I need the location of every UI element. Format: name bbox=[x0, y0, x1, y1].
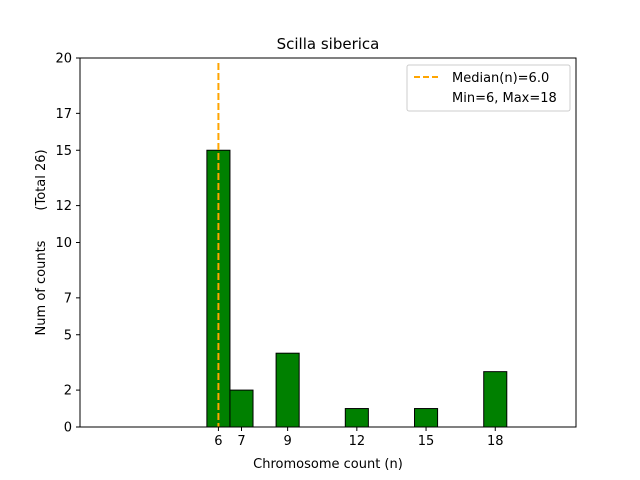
y-tick-label-2: 2 bbox=[64, 384, 72, 399]
x-tick-label-12: 12 bbox=[349, 434, 366, 449]
x-tick-label-18: 18 bbox=[487, 434, 504, 449]
y-tick-label-10: 10 bbox=[55, 236, 72, 251]
y-tick-label-0: 0 bbox=[64, 421, 72, 436]
y-tick-label-5: 5 bbox=[64, 328, 72, 343]
legend-median-label: Median(n)=6.0 bbox=[452, 71, 549, 86]
bar-n-12 bbox=[344, 408, 369, 428]
x-tick-label-15: 15 bbox=[418, 434, 435, 449]
x-tick-label-9: 9 bbox=[283, 434, 291, 449]
y-tick-label-15: 15 bbox=[55, 144, 72, 159]
y-tick-label-7: 7 bbox=[64, 291, 72, 306]
bar-n-18 bbox=[483, 371, 508, 428]
legend: Median(n)=6.0 Min=6, Max=18 bbox=[406, 64, 571, 112]
y-tick-label-12: 12 bbox=[55, 199, 72, 214]
x-axis-label: Chromosome count (n) bbox=[253, 457, 403, 472]
x-tick-label-7: 7 bbox=[237, 434, 245, 449]
bar-n-15 bbox=[414, 408, 439, 428]
x-tick-label-6: 6 bbox=[214, 434, 222, 449]
y-axis-total-note: (Total 26) bbox=[34, 149, 49, 210]
chart-title: Scilla siberica bbox=[277, 35, 380, 53]
plot-frame bbox=[79, 57, 577, 428]
bar-n-9 bbox=[275, 352, 300, 428]
y-axis-label: Num of counts bbox=[34, 240, 49, 335]
legend-minmax-label: Min=6, Max=18 bbox=[452, 91, 557, 106]
bar-n-7 bbox=[229, 389, 254, 428]
y-tick-label-17: 17 bbox=[55, 107, 72, 122]
legend-box bbox=[406, 64, 571, 112]
y-tick-label-20: 20 bbox=[55, 52, 72, 67]
